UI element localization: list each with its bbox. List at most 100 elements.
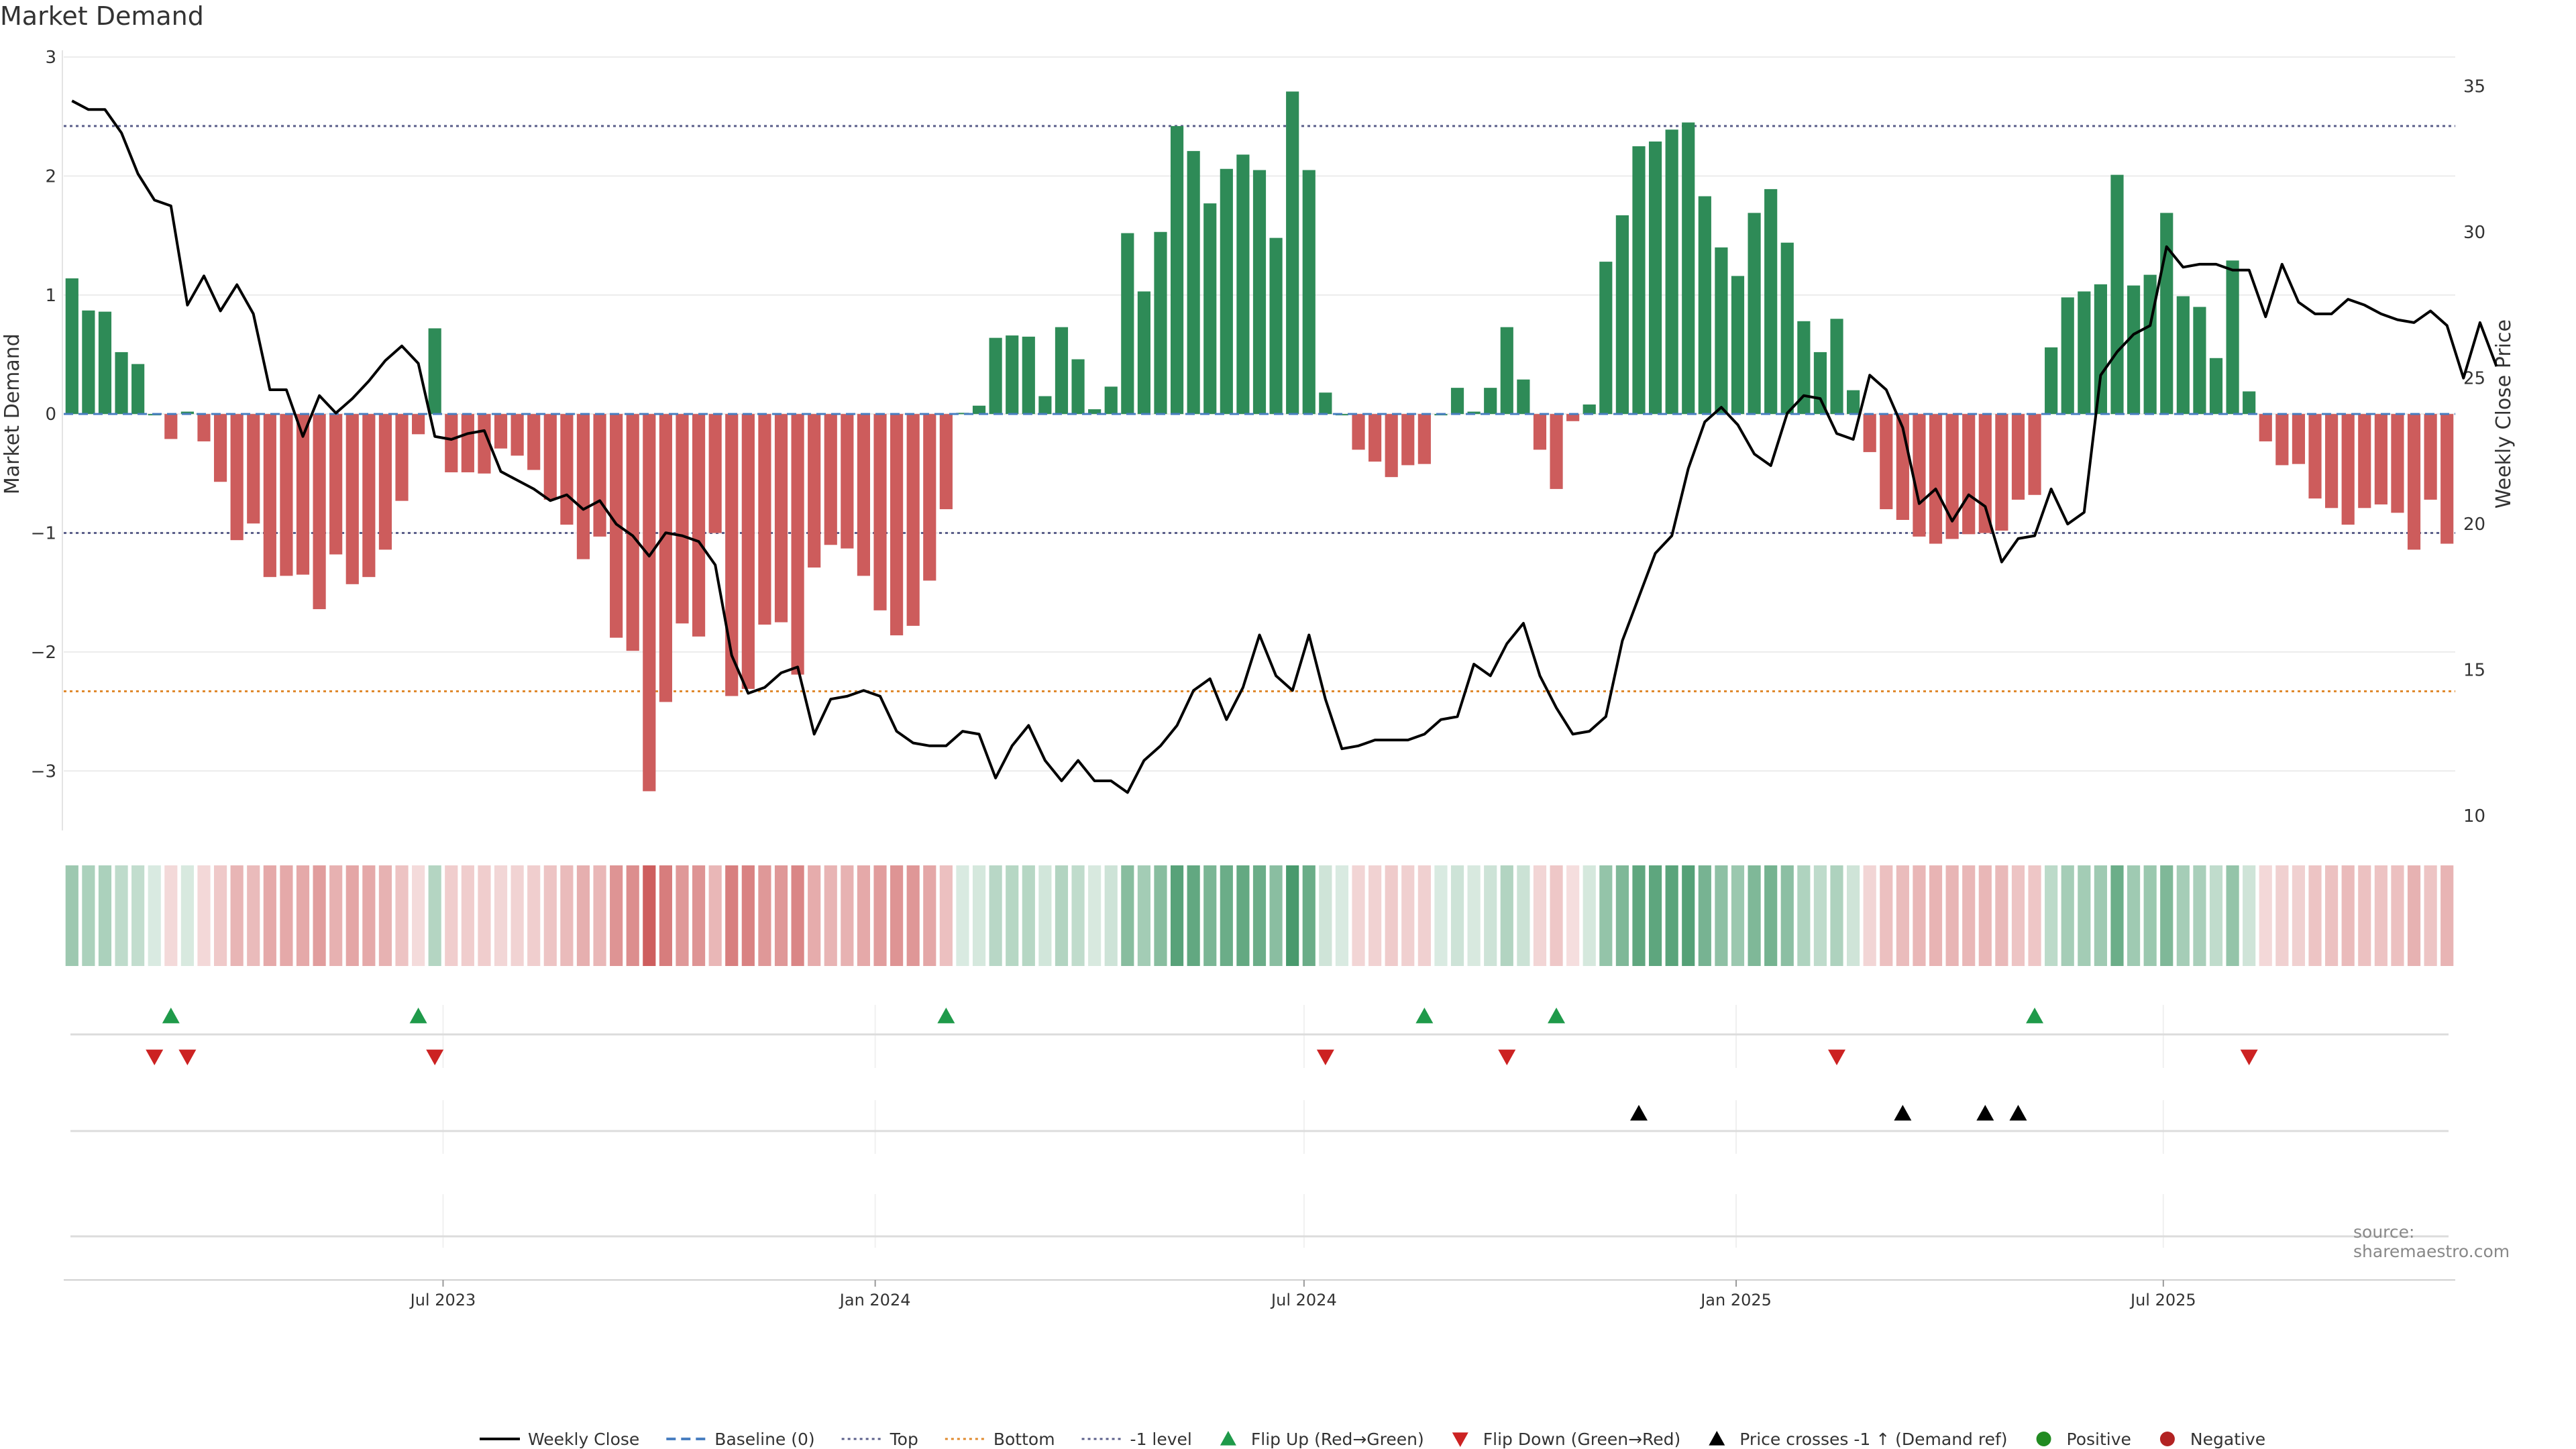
demand-bar-positive [82, 310, 95, 415]
heat-cell [412, 865, 425, 966]
heat-cell [1385, 865, 1398, 966]
demand-bar-positive [1450, 388, 1464, 415]
weekly-close-line [71, 99, 2498, 794]
legend-label: Price crosses -1 ↑ (Demand ref) [1739, 1430, 2007, 1449]
y2-tick-label: 20 [2463, 515, 2485, 535]
demand-bar-positive [1632, 146, 1646, 415]
demand-bar-negative [1533, 414, 1547, 450]
demand-bar-negative [576, 414, 590, 559]
heat-cell [2341, 865, 2355, 966]
demand-bar-negative [2308, 414, 2322, 499]
demand-bar-negative [494, 414, 508, 449]
heat-cell [2110, 865, 2124, 966]
heat-cell [1566, 865, 1580, 966]
heat-cell [1995, 865, 2008, 966]
demand-bar-negative [197, 414, 211, 441]
heat-cell [643, 865, 656, 966]
demand-bar-negative [1880, 414, 1893, 510]
x-tick-label: Jan 2024 [839, 1291, 911, 1309]
heat-cell [758, 865, 771, 966]
heat-cell [1319, 865, 1332, 966]
heat-cell [65, 865, 78, 966]
demand-bar-negative [1978, 414, 1992, 533]
heat-cell [1236, 865, 1250, 966]
flip-up-marker [1415, 1008, 1434, 1024]
demand-bar-negative [1863, 414, 1876, 452]
legend-swatch-triangle-up [1220, 1431, 1236, 1446]
legend-label: Positive [2067, 1430, 2131, 1449]
demand-bar-negative [676, 414, 689, 624]
heat-cell [2292, 865, 2306, 966]
demand-bar-negative [2011, 414, 2025, 500]
heat-cell [1286, 865, 1299, 966]
demand-bar-positive [1665, 129, 1678, 415]
heat-cell [280, 865, 293, 966]
heat-cell [313, 865, 326, 966]
demand-bar-positive [2110, 174, 2124, 415]
demand-bar-negative [527, 414, 541, 470]
demand-bar-negative [2407, 414, 2421, 550]
heat-cell [1945, 865, 1959, 966]
demand-bar-negative [610, 414, 623, 638]
heat-cell [2374, 865, 2387, 966]
demand-bar-negative [2259, 414, 2272, 441]
demand-bar-negative [329, 414, 343, 555]
demand-bar-positive [1582, 404, 1596, 415]
heat-cell [1648, 865, 1662, 966]
heat-cell [873, 865, 887, 966]
flip-down-marker [426, 1049, 444, 1065]
heat-cell [1698, 865, 1711, 966]
flip-down-marker [178, 1049, 197, 1065]
demand-bar-negative [2292, 414, 2306, 464]
heat-cell [1962, 865, 1976, 966]
demand-bar-positive [1022, 336, 1035, 415]
heat-cell [527, 865, 541, 966]
legend-label: Flip Up (Red→Green) [1251, 1430, 1424, 1449]
y2-tick-label: 15 [2463, 661, 2485, 681]
heat-cell [1978, 865, 1992, 966]
y2-tick-label: 25 [2463, 369, 2485, 389]
demand-bar-negative [2028, 414, 2041, 495]
demand-bar-positive [1154, 231, 1167, 415]
demand-bar-negative [1352, 414, 1365, 450]
heat-cell [1880, 865, 1893, 966]
legend-label: Bottom [994, 1430, 1055, 1449]
demand-bar-positive [1715, 247, 1728, 415]
demand-bar-positive [65, 278, 78, 415]
flip-down-marker [2240, 1049, 2258, 1065]
heat-cell [1022, 865, 1035, 966]
heat-cell [2325, 865, 2339, 966]
heat-cell [774, 865, 788, 966]
heat-cell [841, 865, 854, 966]
heat-cell [1071, 865, 1085, 966]
demand-bar-positive [1187, 151, 1200, 415]
demand-bar-positive [1319, 392, 1332, 415]
heat-cell [131, 865, 145, 966]
demand-bar-negative [857, 414, 871, 576]
demand-bar-positive [1764, 189, 1778, 415]
legend-label: -1 level [1130, 1430, 1192, 1449]
demand-bar-negative [659, 414, 672, 702]
demand-bar-negative [906, 414, 920, 626]
heat-cell [2127, 865, 2141, 966]
y-tick-label: −3 [31, 761, 56, 782]
demand-bar-negative [923, 414, 936, 581]
heat-cell [857, 865, 871, 966]
demand-bar-negative [511, 414, 524, 456]
heat-cell [2424, 865, 2437, 966]
heat-cell [576, 865, 590, 966]
demand-bar-negative [2424, 414, 2437, 500]
legend-swatch-triangle-down [1452, 1432, 1468, 1447]
heat-cell [676, 865, 689, 966]
y2-axis-label: Weekly Close Price [2492, 319, 2516, 508]
demand-bar-negative [2374, 414, 2387, 504]
demand-bar-positive [98, 311, 112, 415]
legend-swatch-triangle-up [1709, 1431, 1725, 1446]
demand-bar-negative [791, 414, 804, 675]
heat-cell [1434, 865, 1448, 966]
y-tick-label: 1 [45, 286, 56, 306]
heat-cell [626, 865, 639, 966]
demand-bar-positive [1286, 91, 1299, 415]
heat-cell [2391, 865, 2404, 966]
demand-bar-positive [1137, 291, 1150, 415]
